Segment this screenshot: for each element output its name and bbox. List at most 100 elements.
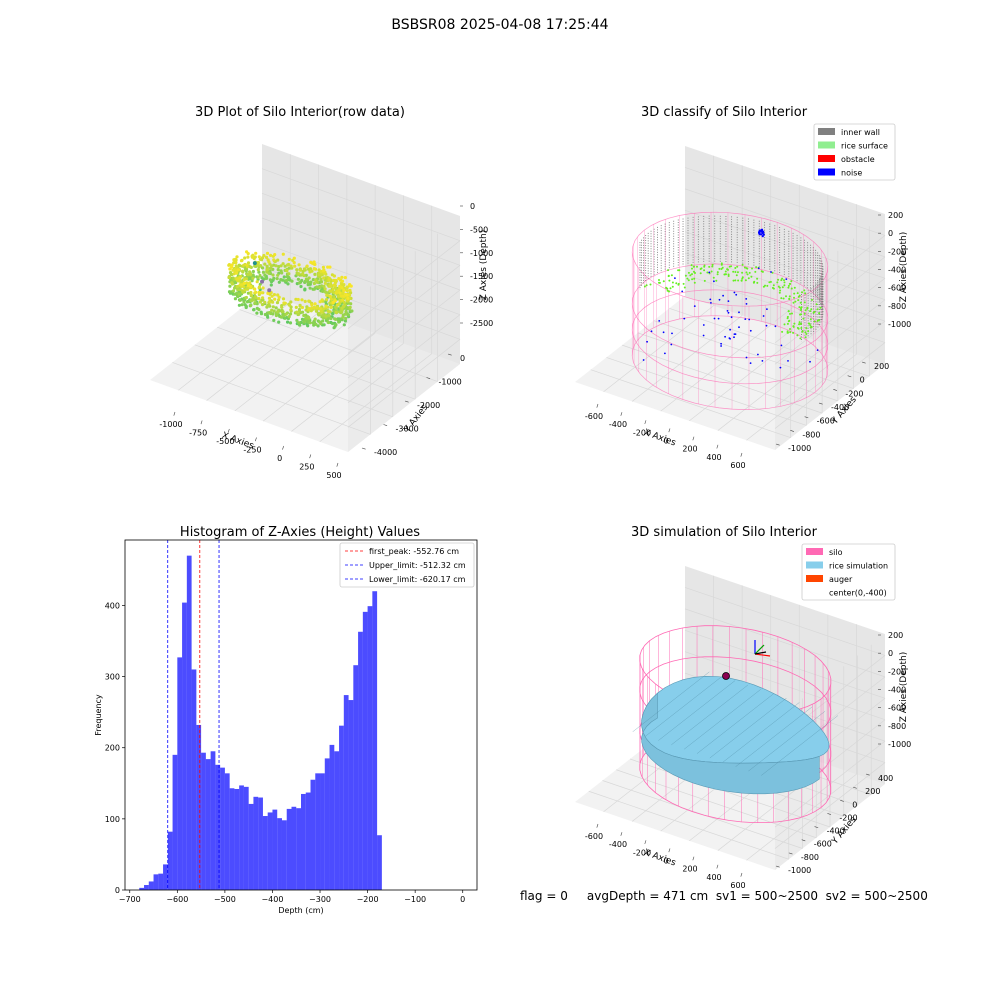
raw-point — [268, 278, 272, 282]
raw-point — [342, 283, 346, 287]
raw-point — [304, 277, 308, 281]
noise-point — [727, 300, 730, 302]
rice-surface-point — [793, 286, 796, 289]
z-tick-label: -1000 — [888, 740, 911, 749]
y-tick-label: -800 — [801, 853, 819, 862]
noise-point — [720, 342, 722, 345]
raw-point — [321, 319, 325, 323]
noise-point — [713, 317, 716, 320]
gridline — [217, 326, 416, 400]
x-tick-label: -600 — [585, 412, 603, 421]
raw-point — [264, 255, 269, 259]
raw-point — [311, 321, 315, 325]
silo-ring — [631, 315, 829, 410]
rice-surface-point — [785, 295, 787, 298]
raw-point — [275, 277, 279, 281]
raw-point — [312, 260, 316, 264]
rice-surface-point — [793, 292, 796, 295]
raw-point — [348, 305, 352, 309]
raw-point — [334, 317, 338, 321]
raw-point — [310, 303, 314, 307]
x-tick-label: 0 — [663, 437, 668, 446]
raw-point — [348, 288, 352, 292]
noise-point — [646, 340, 648, 343]
rice-surface-point — [794, 300, 797, 303]
raw-point — [231, 268, 235, 272]
rice-surface-point — [716, 271, 719, 274]
raw-point — [307, 307, 311, 311]
z-tick-label: 200 — [888, 211, 903, 220]
noise-point — [761, 360, 764, 362]
gridline — [319, 353, 432, 442]
center-axis-y — [754, 644, 765, 655]
raw-point — [308, 267, 313, 271]
histogram-bar — [262, 816, 268, 890]
raw-point — [287, 257, 291, 261]
legend-box — [801, 543, 896, 601]
axis-tick — [775, 865, 780, 868]
raw-point — [300, 278, 304, 283]
raw-point — [277, 320, 281, 324]
histogram-bar — [305, 792, 311, 890]
rice-surface-point — [790, 280, 793, 283]
rice-surface-point — [761, 270, 764, 273]
histogram-bar — [258, 797, 263, 890]
rice-mesh — [735, 706, 813, 767]
y-tick-label: 0 — [852, 800, 857, 809]
raw-point — [272, 309, 276, 313]
rice-surface-point — [724, 270, 727, 273]
raw-point — [235, 284, 240, 289]
rice-surface-point — [703, 265, 706, 268]
rice-surface-point — [783, 284, 786, 287]
rice-surface-point — [746, 273, 749, 276]
raw-point — [336, 294, 340, 298]
gridline — [669, 307, 870, 377]
rice-surface-point — [740, 279, 743, 282]
raw-point — [251, 298, 256, 302]
rice-surface-point — [810, 308, 813, 311]
axis-tick — [173, 411, 176, 416]
y-tick-label: -1000 — [788, 866, 811, 875]
raw-point — [246, 273, 250, 277]
raw-point — [331, 287, 335, 291]
legend-label: rice surface — [841, 142, 888, 151]
axis-tick — [668, 428, 671, 433]
rice-surface-point — [809, 318, 812, 321]
rice-surface-point — [793, 296, 795, 299]
gridline — [684, 274, 886, 343]
raw-point — [248, 277, 252, 281]
noise-point — [733, 336, 735, 339]
axis-tick — [336, 462, 339, 467]
axis-tick — [775, 443, 780, 446]
x-tick-label: 0 — [277, 454, 282, 463]
rice-surface-point — [805, 333, 808, 335]
noise-point — [674, 277, 676, 279]
rice-surface-point — [768, 281, 771, 284]
legend-label: silo — [829, 548, 843, 557]
histogram-bar — [367, 606, 373, 890]
raw-point — [240, 283, 244, 287]
rice-surface-point — [665, 286, 668, 289]
gridline — [684, 231, 886, 301]
raw-point — [304, 316, 308, 320]
rice-surface-point — [771, 271, 774, 274]
raw-point — [328, 282, 333, 286]
raw-point — [308, 286, 312, 290]
raw-point — [287, 262, 291, 267]
legend-label: first_peak: -552.76 cm — [369, 547, 459, 556]
noise-point — [717, 317, 720, 320]
rice-surface-point — [691, 273, 693, 276]
raw-point — [288, 312, 293, 316]
rice-surface-point — [689, 274, 692, 277]
histogram-bar — [343, 695, 349, 890]
x-tick-label: -400 — [609, 420, 627, 429]
panel-title: 3D Plot of Silo Interior(row data) — [195, 105, 405, 120]
gridline — [178, 302, 291, 391]
raw-point — [258, 257, 262, 261]
raw-point — [242, 281, 246, 285]
raw-point — [332, 295, 336, 299]
axis-tick — [814, 826, 819, 829]
noise-point — [809, 360, 811, 363]
raw-point — [313, 317, 317, 321]
